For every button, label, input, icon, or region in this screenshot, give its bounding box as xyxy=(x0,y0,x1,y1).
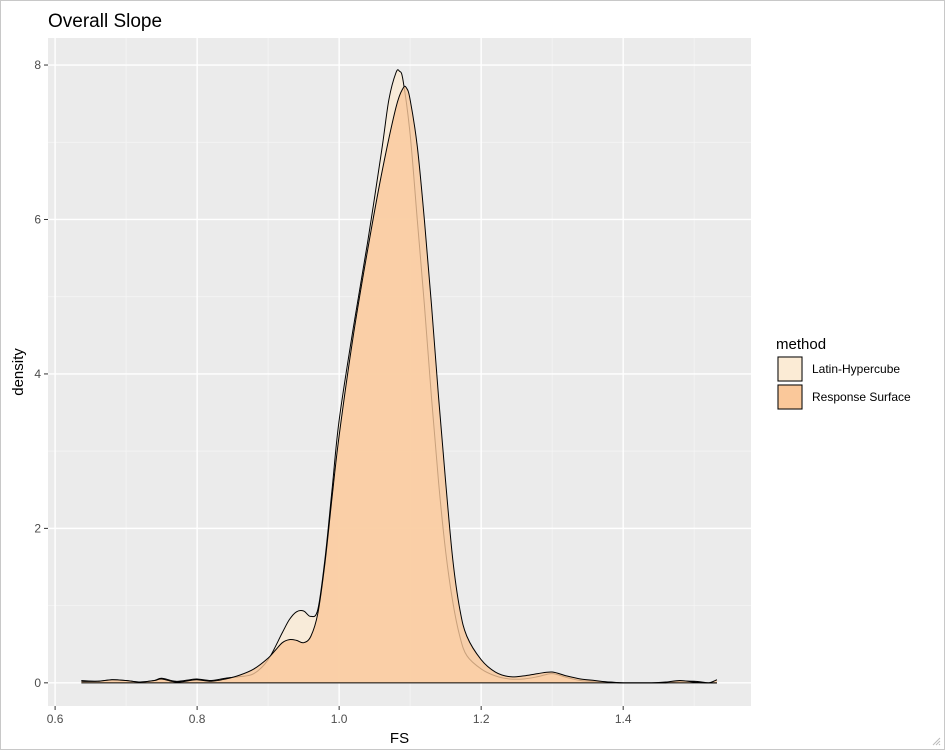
x-axis: 0.6 0.8 1.0 1.2 1.4 xyxy=(47,706,632,726)
y-tick-label: 6 xyxy=(34,212,41,226)
x-tick-label: 1.0 xyxy=(331,712,348,726)
y-tick-label: 4 xyxy=(34,367,41,381)
legend-swatch xyxy=(777,384,803,410)
y-axis: 0 2 4 6 8 xyxy=(34,58,48,690)
y-axis-title: density xyxy=(10,348,27,396)
x-tick-label: 0.6 xyxy=(47,712,64,726)
legend-label: Latin-Hypercube xyxy=(812,362,900,376)
density-curves xyxy=(81,69,718,684)
legend-label: Response Surface xyxy=(812,390,911,404)
density-line-response-surface xyxy=(81,85,718,684)
chart-title: Overall Slope xyxy=(48,11,162,32)
x-tick-label: 0.8 xyxy=(189,712,206,726)
legend-title: method xyxy=(776,336,826,353)
y-tick-label: 2 xyxy=(34,521,41,535)
resize-grip-icon[interactable] xyxy=(931,736,941,746)
density-area-response-surface xyxy=(81,86,717,683)
y-tick-label: 8 xyxy=(34,58,41,72)
y-tick-label: 0 xyxy=(34,676,41,690)
legend-swatch xyxy=(777,356,803,382)
legend: method Latin-Hypercube Response Surface xyxy=(776,336,911,410)
x-tick-label: 1.4 xyxy=(615,712,632,726)
x-axis-title: FS xyxy=(390,730,409,747)
x-tick-label: 1.2 xyxy=(473,712,490,726)
